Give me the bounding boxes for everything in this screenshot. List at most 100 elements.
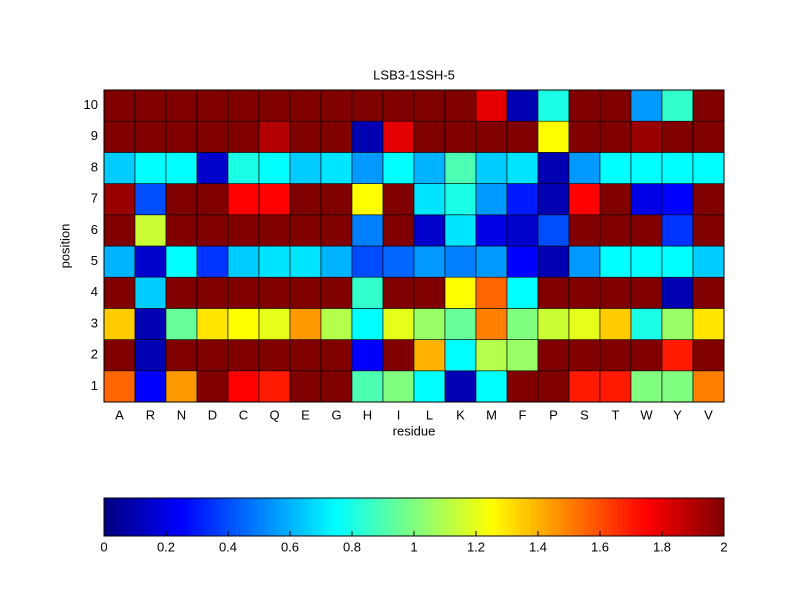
heatmap-cell	[351, 152, 384, 184]
colorbar-segment	[694, 498, 701, 536]
heatmap-cell	[134, 370, 167, 403]
heatmap-cell	[630, 339, 663, 372]
heatmap-cell	[258, 89, 291, 122]
heatmap-cell	[103, 276, 136, 309]
colorbar-segment	[259, 498, 265, 536]
heatmap-cell	[537, 120, 570, 153]
heatmap-cell	[506, 308, 539, 340]
colorbar-segment	[685, 498, 691, 536]
colorbar-segment	[641, 498, 647, 536]
heatmap-cell	[165, 152, 198, 184]
y-tick-label: 3	[91, 315, 98, 330]
heatmap-cell	[506, 89, 539, 122]
heatmap-cell	[351, 308, 384, 340]
heatmap-cell	[568, 89, 601, 122]
heatmap-cell	[227, 339, 260, 372]
heatmap-cell	[196, 120, 229, 153]
x-tick-label: G	[331, 407, 341, 422]
x-tick-label: M	[486, 407, 497, 422]
colorbar-tick-label: 0.2	[157, 539, 175, 554]
colorbar-tick-label: 1.4	[529, 539, 547, 554]
colorbar-segment	[351, 498, 357, 536]
x-tick-label: Y	[673, 407, 682, 422]
heatmap-cell	[103, 152, 136, 184]
y-tick-label: 5	[91, 253, 98, 268]
heatmap-cell	[289, 245, 322, 278]
heatmap-cell	[692, 120, 725, 153]
heatmap-cell	[630, 245, 663, 278]
heatmap-cell	[444, 120, 477, 153]
heatmap-cell	[599, 89, 632, 122]
colorbar-segment	[191, 498, 197, 536]
colorbar-segment	[370, 498, 376, 536]
heatmap-cell	[289, 120, 322, 153]
heatmap-cell	[320, 152, 353, 184]
y-tick-label: 1	[91, 378, 98, 393]
colorbar-segment	[288, 498, 294, 536]
heatmap-cell	[630, 183, 663, 216]
colorbar-segment	[273, 498, 279, 536]
heatmap-cell	[382, 120, 415, 153]
heatmap-cell	[537, 89, 570, 122]
colorbar-segment	[501, 498, 507, 536]
heatmap-cell	[630, 120, 663, 153]
colorbar-segment	[326, 498, 333, 536]
colorbar-segment	[472, 498, 478, 536]
colorbar-segment	[452, 498, 459, 536]
colorbar-segment	[336, 498, 342, 536]
heatmap-cell	[568, 214, 601, 247]
colorbar-tick-label: 2	[720, 539, 727, 554]
heatmap-cell	[413, 152, 446, 184]
y-tick-label: 2	[91, 347, 98, 362]
colorbar-segment	[307, 498, 313, 536]
heatmap-cell	[258, 183, 291, 216]
colorbar-segment	[278, 498, 284, 536]
heatmap-cell	[258, 214, 291, 247]
colorbar-segment	[699, 498, 706, 536]
colorbar-segment	[104, 498, 110, 536]
heatmap-cell	[692, 152, 725, 184]
heatmap-cell	[661, 183, 694, 216]
heatmap-cell	[196, 276, 229, 309]
heatmap-cell	[599, 308, 632, 340]
heatmap-cell	[413, 214, 446, 247]
heatmap-cell	[134, 89, 167, 122]
colorbar-segment	[539, 498, 546, 536]
heatmap-cell	[506, 276, 539, 309]
heatmap-cell	[444, 152, 477, 184]
colorbar-segment	[622, 498, 628, 536]
x-tick-label: A	[115, 407, 124, 422]
heatmap-cell	[289, 276, 322, 309]
heatmap-cell	[630, 370, 663, 403]
x-tick-label: L	[426, 407, 433, 422]
x-tick-label: V	[704, 407, 713, 422]
colorbar-segment	[196, 498, 202, 536]
heatmap-cell	[506, 183, 539, 216]
x-tick-label: C	[239, 407, 248, 422]
heatmap-cell	[258, 339, 291, 372]
heatmap-cell	[413, 276, 446, 309]
heatmap-cell	[165, 276, 198, 309]
heatmap-cell	[692, 339, 725, 372]
heatmap-cell	[661, 214, 694, 247]
colorbar-segment	[321, 498, 328, 536]
heatmap-cell	[506, 245, 539, 278]
colorbar-segment	[670, 498, 677, 536]
heatmap-cell	[134, 120, 167, 153]
heatmap-cell	[196, 183, 229, 216]
heatmap-cell	[351, 276, 384, 309]
colorbar-segment	[389, 498, 396, 536]
heatmap-cell	[692, 308, 725, 340]
heatmap-cell	[351, 214, 384, 247]
colorbar-segment	[598, 498, 604, 536]
x-tick-label: R	[146, 407, 155, 422]
colorbar-segment	[467, 498, 473, 536]
heatmap-cell	[661, 276, 694, 309]
colorbar-segment	[554, 498, 560, 536]
heatmap-cell	[196, 339, 229, 372]
colorbar-segment	[254, 498, 260, 536]
heatmap-cell	[475, 214, 508, 247]
heatmap-cell	[568, 183, 601, 216]
x-tick-label: T	[612, 407, 620, 422]
heatmap-cell	[258, 245, 291, 278]
